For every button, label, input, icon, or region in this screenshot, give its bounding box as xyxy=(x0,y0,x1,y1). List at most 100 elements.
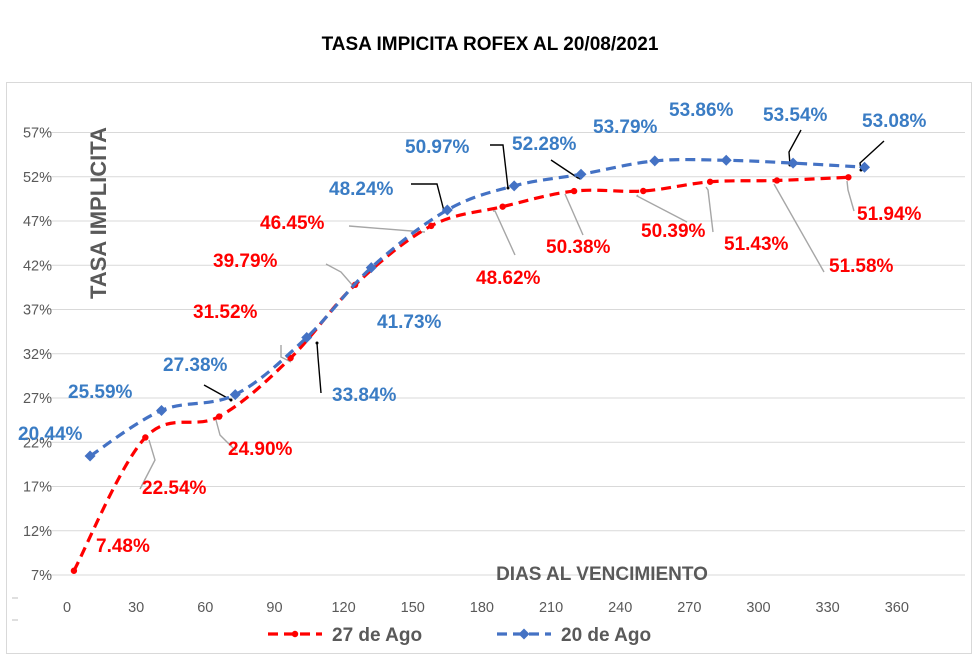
x-tick-label: 120 xyxy=(331,600,355,616)
y-tick-label: 22% xyxy=(23,435,52,451)
leader-arrow xyxy=(315,341,319,345)
data-point-20-de-ago xyxy=(508,180,520,192)
data-point-27-de-ago xyxy=(287,354,294,362)
data-point-27-de-ago xyxy=(570,187,578,195)
x-tick-label: 180 xyxy=(470,600,494,616)
data-point-20-de-ago xyxy=(720,154,732,166)
data-label-27-de-ago: 24.90% xyxy=(228,439,293,460)
y-tick-label: 37% xyxy=(23,303,52,319)
x-tick-label: 330 xyxy=(816,600,840,616)
data-point-27-de-ago xyxy=(706,178,714,185)
data-point-20-de-ago xyxy=(84,450,96,462)
y-tick-label: 47% xyxy=(23,214,52,230)
gridlines xyxy=(12,132,965,621)
data-point-20-de-ago xyxy=(229,389,241,401)
data-point-27-de-ago xyxy=(427,222,435,230)
x-tick-label: 150 xyxy=(401,600,425,616)
leader-line xyxy=(325,263,355,288)
x-tick-label: 270 xyxy=(677,600,701,616)
x-tick-label: 60 xyxy=(197,600,213,616)
y-tick-label: 52% xyxy=(23,170,52,186)
data-label-20-de-ago: 53.08% xyxy=(862,111,927,132)
data-point-20-de-ago xyxy=(859,161,871,173)
data-label-27-de-ago: 48.62% xyxy=(476,268,541,289)
x-tick-label: 30 xyxy=(128,600,144,616)
data-point-20-de-ago xyxy=(301,331,313,343)
data-point-27-de-ago xyxy=(70,567,78,574)
legend-marker-27-de-ago xyxy=(291,630,299,638)
leader-line xyxy=(705,186,714,233)
leader-line xyxy=(139,439,156,490)
y-tick-label: 7% xyxy=(31,568,52,584)
leader-line xyxy=(493,210,516,256)
data-label-20-de-ago: 50.97% xyxy=(405,137,470,158)
leader-line xyxy=(788,129,802,166)
data-label-27-de-ago: 7.48% xyxy=(96,536,150,557)
y-tick-label: 42% xyxy=(23,258,52,274)
leader-line xyxy=(846,180,855,212)
series-line-20-de-ago xyxy=(89,157,865,458)
y-tick-label: 57% xyxy=(23,126,52,142)
data-point-20-de-ago xyxy=(365,262,377,274)
data-point-27-de-ago xyxy=(640,187,647,195)
data-label-27-de-ago: 51.94% xyxy=(857,204,922,225)
data-label-27-de-ago: 50.38% xyxy=(546,237,611,258)
leader-arrow xyxy=(506,186,510,190)
leader-line xyxy=(635,194,688,223)
data-label-27-de-ago: 39.79% xyxy=(213,251,278,272)
data-point-27-de-ago xyxy=(215,413,223,420)
data-label-20-de-ago: 53.79% xyxy=(593,117,658,138)
data-label-20-de-ago: 33.84% xyxy=(332,385,397,406)
leader-line xyxy=(773,183,825,273)
data-point-20-de-ago xyxy=(575,168,587,180)
leader-line xyxy=(564,193,584,236)
y-axis-title: TASA IMPLICITA xyxy=(86,127,111,299)
data-label-20-de-ago: 52.28% xyxy=(512,134,577,155)
y-tick-label: 32% xyxy=(23,347,52,363)
data-label-27-de-ago: 22.54% xyxy=(142,478,207,499)
data-label-20-de-ago: 53.54% xyxy=(763,105,828,126)
y-tick-label: 27% xyxy=(23,391,52,407)
data-label-20-de-ago: 25.59% xyxy=(68,382,133,403)
data-label-20-de-ago: 20.44% xyxy=(18,424,83,445)
data-point-27-de-ago xyxy=(773,177,781,184)
data-label-27-de-ago: 46.45% xyxy=(260,213,325,234)
data-label-27-de-ago: 50.39% xyxy=(641,221,706,242)
data-point-27-de-ago xyxy=(499,203,506,210)
x-tick-label: 210 xyxy=(539,600,563,616)
legend-label-27-de-ago: 27 de Ago xyxy=(332,625,422,646)
legend-label-20-de-ago: 20 de Ago xyxy=(561,625,651,646)
x-axis-title: DIAS AL VENCIMIENTO xyxy=(496,564,708,585)
data-point-27-de-ago xyxy=(142,434,149,441)
leader-line xyxy=(280,345,292,363)
leader-line xyxy=(316,342,322,394)
y-tick-label: 12% xyxy=(23,524,52,540)
x-tick-label: 360 xyxy=(885,600,909,616)
data-label-20-de-ago: 27.38% xyxy=(163,355,228,376)
legend: 27 de Ago 20 de Ago xyxy=(268,625,651,646)
data-point-20-de-ago xyxy=(441,204,453,216)
leader-line xyxy=(490,144,509,189)
x-tick-label: 300 xyxy=(746,600,770,616)
data-point-20-de-ago xyxy=(156,404,168,416)
x-tick-label: 0 xyxy=(63,600,71,616)
data-label-27-de-ago: 51.58% xyxy=(829,256,894,277)
data-point-27-de-ago xyxy=(845,174,852,181)
x-tick-label: 90 xyxy=(266,600,282,616)
data-label-20-de-ago: 48.24% xyxy=(329,179,394,200)
data-label-20-de-ago: 53.86% xyxy=(669,100,734,121)
series xyxy=(70,154,871,574)
leader-line xyxy=(215,419,237,452)
chart-title: TASA IMPICITA ROFEX AL 20/08/2021 xyxy=(321,34,659,55)
leader-line xyxy=(411,183,445,212)
data-label-27-de-ago: 51.43% xyxy=(724,234,789,255)
x-tick-label: 240 xyxy=(608,600,632,616)
legend-marker-20-de-ago xyxy=(518,628,530,640)
leader-arrow xyxy=(229,398,233,402)
chart-frame xyxy=(6,82,972,654)
data-point-20-de-ago xyxy=(787,157,799,169)
label-leader-lines xyxy=(139,129,885,490)
data-label-20-de-ago: 41.73% xyxy=(377,312,442,333)
data-label-27-de-ago: 31.52% xyxy=(193,302,258,323)
